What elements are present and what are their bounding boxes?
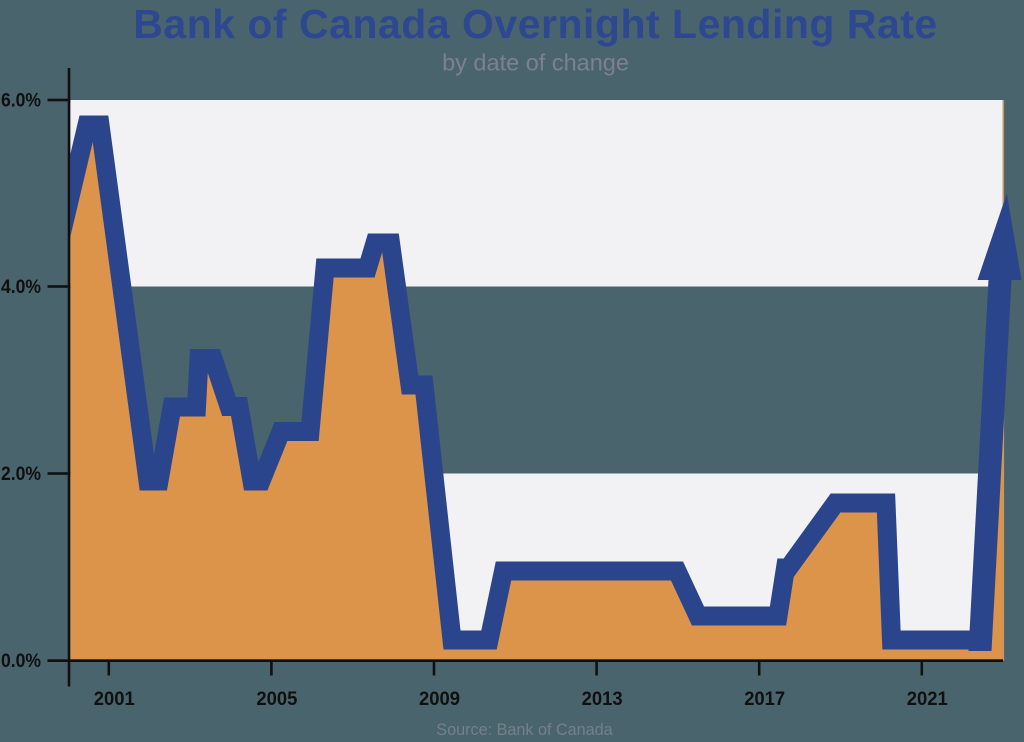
svg-text:6.0%: 6.0%: [1, 90, 41, 112]
svg-text:2017: 2017: [744, 688, 785, 710]
svg-text:Bank of Canada Overnight Lendi: Bank of Canada Overnight Lending Rate: [133, 1, 937, 47]
svg-text:4.0%: 4.0%: [1, 276, 41, 298]
svg-text:2009: 2009: [419, 688, 460, 710]
svg-text:2013: 2013: [582, 688, 623, 710]
svg-text:Source: Bank of Canada: Source: Bank of Canada: [436, 721, 612, 739]
svg-text:0.0%: 0.0%: [1, 650, 41, 672]
svg-text:2021: 2021: [907, 688, 948, 710]
svg-text:by date of change: by date of change: [442, 50, 629, 76]
svg-text:2001: 2001: [94, 688, 135, 710]
svg-text:2005: 2005: [256, 688, 297, 710]
svg-text:2.0%: 2.0%: [1, 463, 41, 485]
